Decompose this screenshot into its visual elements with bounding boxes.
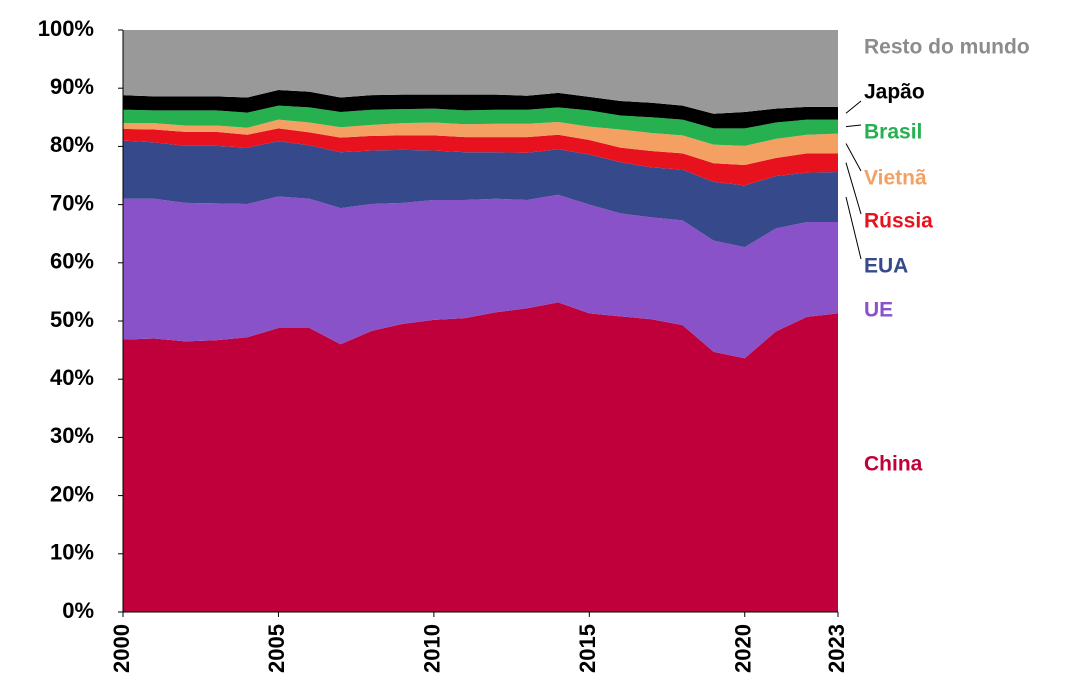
leader-line	[845, 124, 862, 128]
y-tick-label: 80%	[50, 132, 94, 157]
area	[123, 140, 838, 248]
x-tick-label: 2010	[420, 624, 445, 673]
series-label: Resto do mundo	[864, 36, 1030, 59]
area	[123, 119, 838, 166]
leader-line	[845, 100, 862, 114]
y-tick-label: 50%	[50, 307, 94, 332]
y-tick-label: 10%	[50, 540, 94, 565]
x-tick-label: 2020	[731, 624, 756, 673]
series-label: UE	[864, 299, 893, 322]
series-label: Vietnã	[864, 167, 927, 190]
x-tick-label: 2023	[824, 624, 849, 673]
area	[123, 105, 838, 146]
y-tick-label: 100%	[38, 16, 94, 41]
y-tick-label: 90%	[50, 74, 94, 99]
leader-line	[845, 162, 862, 215]
series-label: Rússia	[864, 210, 933, 233]
series-label: Brasil	[864, 121, 922, 144]
x-tick-label: 2000	[109, 624, 134, 673]
x-tick-label: 2005	[264, 624, 289, 673]
series-label: China	[864, 453, 923, 476]
area	[123, 302, 838, 612]
y-tick-label: 60%	[50, 249, 94, 274]
y-tick-label: 0%	[62, 598, 94, 623]
leader-line	[845, 196, 862, 260]
area	[123, 89, 838, 129]
area	[123, 194, 838, 359]
series-label: EUA	[864, 255, 908, 278]
y-tick-label: 20%	[50, 481, 94, 506]
series-label: Japão	[864, 81, 925, 104]
x-tick-label: 2015	[575, 624, 600, 673]
area	[123, 30, 838, 114]
y-tick-label: 30%	[50, 423, 94, 448]
y-tick-label: 70%	[50, 190, 94, 215]
y-tick-label: 40%	[50, 365, 94, 390]
area	[123, 128, 838, 186]
leader-line	[845, 143, 862, 172]
